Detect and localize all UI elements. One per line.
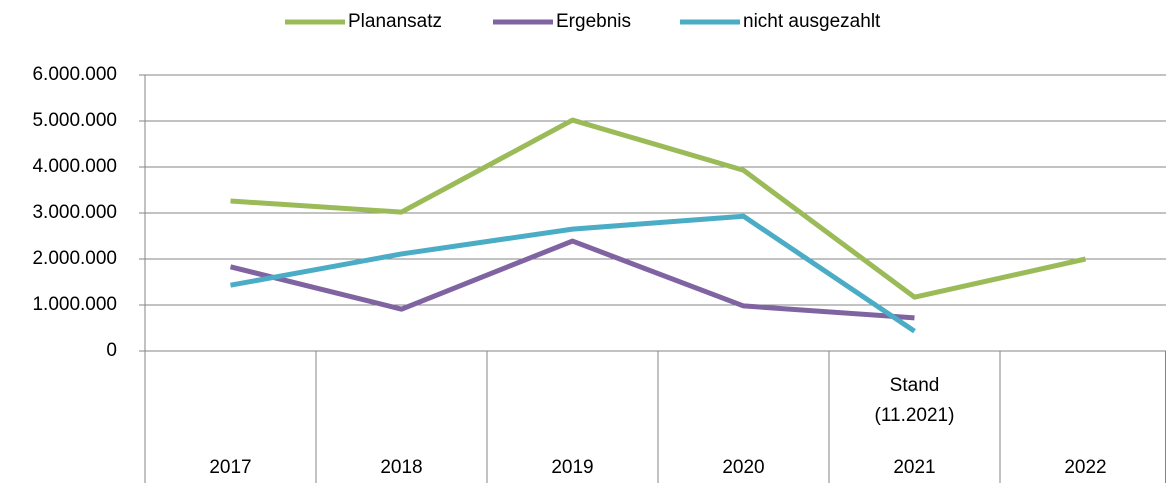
x-tick-label: 2017 bbox=[209, 457, 251, 478]
y-tick-label: 1.000.000 bbox=[32, 294, 117, 315]
y-tick-label: 6.000.000 bbox=[32, 64, 117, 85]
annotation: Stand bbox=[890, 375, 940, 396]
series-line bbox=[230, 213, 916, 334]
y-tick-label: 3.000.000 bbox=[32, 202, 117, 223]
y-tick-label: 4.000.000 bbox=[32, 156, 117, 177]
x-tick-label: 2018 bbox=[380, 457, 422, 478]
series-line bbox=[230, 117, 1087, 300]
x-tick-label: 2020 bbox=[722, 457, 764, 478]
legend-label: Planansatz bbox=[348, 11, 442, 32]
y-tick-label: 2.000.000 bbox=[32, 248, 117, 269]
y-tick-label: 0 bbox=[106, 340, 117, 361]
annotation: (11.2021) bbox=[875, 405, 955, 426]
y-tick-label: 5.000.000 bbox=[32, 110, 117, 131]
x-tick-label: 2019 bbox=[551, 457, 593, 478]
x-tick-label: 2022 bbox=[1064, 457, 1106, 478]
series-line bbox=[229, 238, 915, 321]
legend-label: Ergebnis bbox=[556, 11, 631, 32]
x-tick-label: 2021 bbox=[893, 457, 935, 478]
legend-label: nicht ausgezahlt bbox=[743, 11, 881, 32]
